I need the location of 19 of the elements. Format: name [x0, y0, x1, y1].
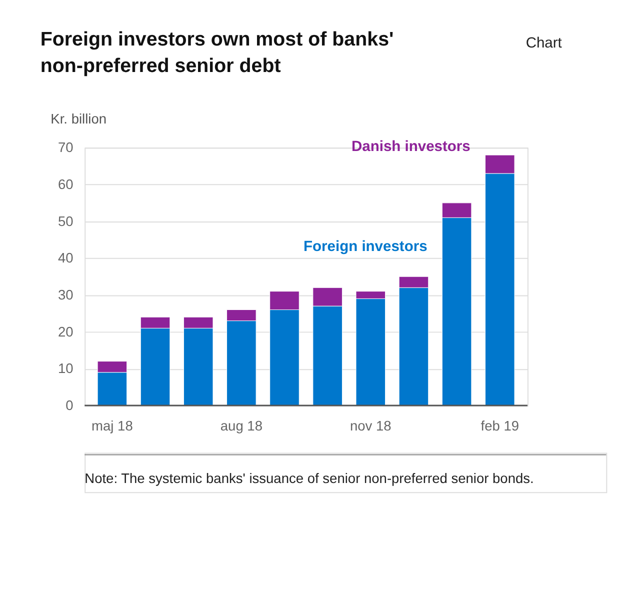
series-label: Danish investors — [352, 138, 470, 155]
x-tick-label: nov 18 — [350, 418, 392, 434]
series-label: Foreign investors — [304, 238, 428, 255]
x-tick-label: maj 18 — [92, 418, 134, 434]
y-axis-title: Kr. billion — [50, 112, 107, 127]
y-tick-label: 0 — [66, 398, 74, 413]
text: non-preferred senior debt — [40, 54, 281, 77]
y-tick-label: 60 — [58, 176, 74, 192]
text: Note: The systemic banks' issuance of senior non-preferred senior bonds. — [84, 471, 534, 486]
y-tick-label: 20 — [58, 324, 74, 340]
text: Foreign investors own most of banks' — [40, 28, 394, 50]
y-tick-label: 10 — [58, 361, 74, 376]
y-tick-label: 30 — [58, 287, 74, 302]
text: Chart — [526, 35, 562, 52]
y-tick-label: 40 — [58, 250, 74, 266]
x-tick-label: aug 18 — [220, 418, 263, 434]
x-tick-label: feb 19 — [480, 418, 520, 434]
y-tick-label: 50 — [58, 214, 74, 229]
y-tick-label: 70 — [58, 140, 74, 156]
